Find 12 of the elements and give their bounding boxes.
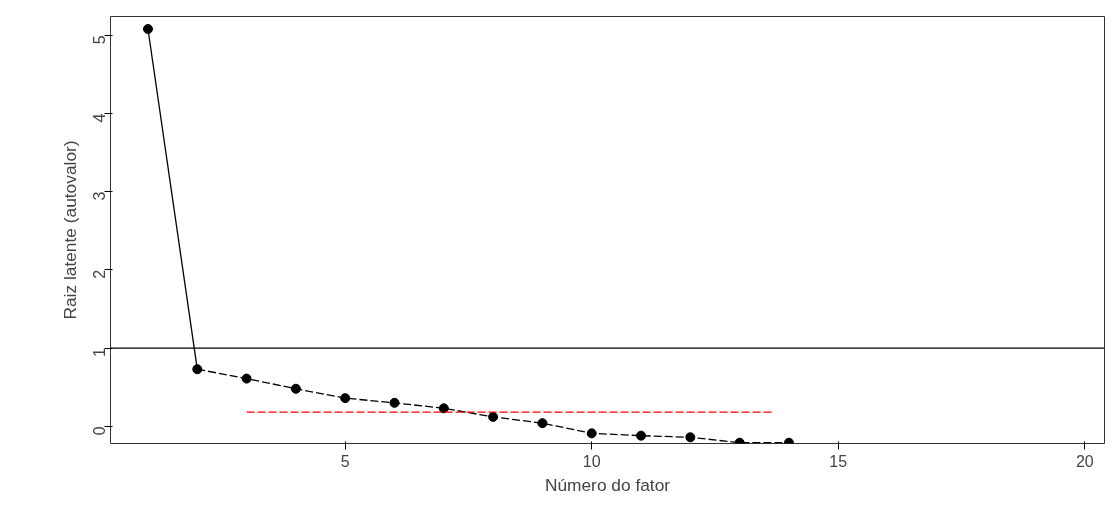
y-tick-label: 2 xyxy=(91,269,109,279)
y-tick-label: 0 xyxy=(91,426,109,436)
x-axis-title: Número do fator xyxy=(544,474,671,495)
y-tick-label: 5 xyxy=(91,35,109,45)
x-tick-label: 20 xyxy=(1075,452,1094,470)
y-axis-title: Raiz latente (autovalor) xyxy=(59,140,80,320)
y-tick-label: 1 xyxy=(91,347,109,357)
x-tick-label: 5 xyxy=(340,452,350,470)
x-tick-label: 15 xyxy=(829,452,848,470)
x-tick-label: 10 xyxy=(582,452,601,470)
y-tick-label: 3 xyxy=(91,191,109,201)
y-tick-label: 4 xyxy=(91,113,109,123)
